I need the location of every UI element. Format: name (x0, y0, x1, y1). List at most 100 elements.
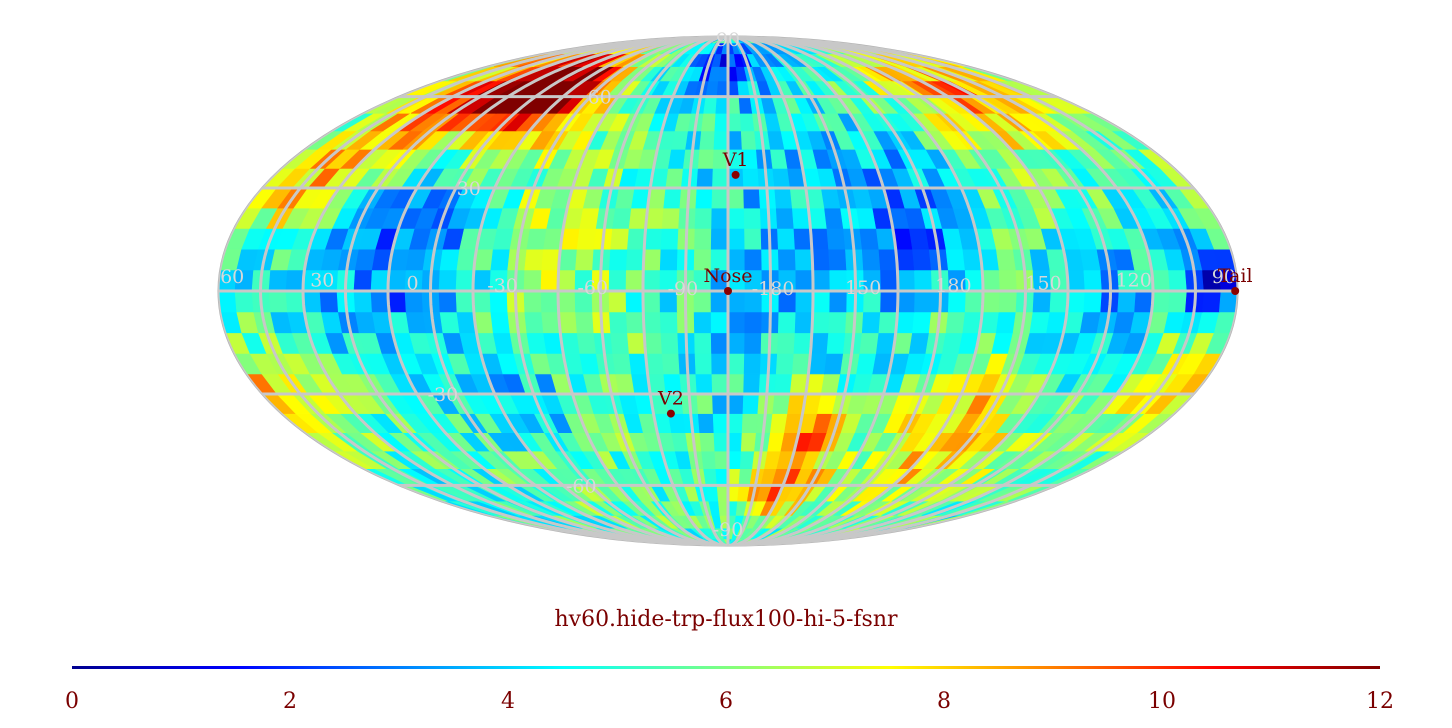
meridian-line (556, 36, 729, 546)
heatmap-cell (714, 450, 729, 470)
heatmap-cell (716, 485, 729, 502)
meridian-line (727, 36, 943, 546)
colorbar-tick-label: 10 (1148, 689, 1176, 714)
meridian-line (343, 36, 729, 546)
longitude-label: -30 (487, 275, 518, 297)
heatmap-cell (710, 228, 729, 250)
heatmap-cell (727, 311, 746, 334)
heatmap-cell (387, 269, 407, 292)
marker-label: Tail (1218, 265, 1253, 287)
meridian-line (727, 36, 815, 546)
heatmap-cell (712, 413, 729, 434)
heatmap-cell (793, 332, 813, 354)
heatmap-cell (727, 113, 742, 132)
heatmap-cell (439, 311, 461, 334)
heatmap-cell (711, 373, 729, 395)
heatmap-cell (627, 228, 646, 250)
colorbar-tick-label: 2 (283, 689, 297, 714)
heatmap-cell (715, 96, 729, 114)
longitude-label: 60 (220, 266, 244, 288)
heatmap-cell (727, 96, 741, 114)
heatmap-cell (794, 248, 814, 271)
heatmap-cell (387, 290, 407, 313)
meridian-line (727, 36, 985, 546)
heatmap-cell (609, 248, 628, 271)
colorbar-tick-label: 8 (937, 689, 951, 714)
heatmap-cell (713, 130, 729, 150)
longitude-label: -180 (752, 278, 795, 300)
heatmap-cell (575, 311, 595, 334)
colorbar-ticks: 0 2 4 6 8 10 12 (65, 689, 1394, 714)
heatmap-cell (826, 332, 846, 354)
latitude-label: -90 (713, 519, 744, 541)
heatmap-cell (914, 290, 933, 313)
heatmap-cell (524, 311, 544, 334)
heatmap-cell (575, 248, 595, 271)
heatmap-cell (694, 332, 712, 354)
heatmap-cell (995, 248, 1017, 271)
heatmap-cell (727, 468, 741, 486)
heatmap-cell (557, 290, 576, 313)
longitude-label: -60 (577, 277, 608, 299)
colorbar-tick-label: 4 (501, 689, 515, 714)
heatmap-cell (697, 413, 715, 434)
longitude-label: 150 (845, 277, 881, 299)
heatmap-cell (353, 269, 373, 292)
meridian-line (301, 36, 729, 546)
heatmap-cell (699, 432, 716, 452)
heatmap-cell (742, 168, 760, 189)
heatmap-cell (794, 311, 814, 334)
heatmap-cell (540, 269, 559, 292)
heatmap-cell (912, 248, 932, 271)
heatmap-cell (625, 248, 645, 271)
heatmap-cell (703, 96, 718, 114)
heatmap-cell (811, 311, 831, 334)
heatmap-cell (727, 353, 745, 375)
meridian-line (513, 36, 729, 546)
heatmap-cell (727, 130, 743, 150)
heatmap-cell (714, 113, 729, 132)
heatmap-cell (711, 353, 729, 375)
heatmap-cell (775, 207, 795, 229)
heatmap-cell (697, 149, 715, 169)
heatmap-cell (643, 332, 663, 354)
heatmap-cell (828, 311, 847, 334)
heatmap-cell (1066, 269, 1086, 292)
marker-label: V2 (657, 388, 684, 410)
heatmap-cell (811, 248, 831, 271)
heatmap-cell (998, 269, 1018, 292)
heatmap-cell (710, 290, 729, 313)
markers: V1 Nose V2 Tail (657, 149, 1253, 418)
meridian-line (727, 36, 1070, 546)
heatmap-cell (665, 168, 684, 189)
longitude-label: 150 (1025, 273, 1061, 295)
heatmap-cell (914, 269, 933, 292)
heatmap-cell (743, 373, 761, 395)
heatmap-cell (795, 290, 814, 313)
heatmap-cell (557, 269, 576, 292)
heatmap-cell (439, 248, 461, 271)
heatmap-cell (642, 248, 662, 271)
heatmap-cell (438, 269, 458, 292)
meridian-line (641, 36, 729, 546)
colorbar-tick-label: 12 (1366, 689, 1394, 714)
heatmap-cell (370, 269, 390, 292)
heatmap-cell (739, 450, 755, 470)
heatmap-cell (1083, 269, 1103, 292)
meridian-line (727, 36, 1113, 546)
heatmap-cell (625, 311, 645, 334)
heatmap-cell (268, 269, 288, 292)
heatmap-cell (727, 413, 744, 434)
meridian-line (471, 36, 729, 546)
latitude-label: -60 (566, 475, 597, 497)
heatmap-cell (661, 353, 681, 375)
heatmap-cell (695, 187, 713, 209)
meridian-line (727, 36, 900, 546)
heatmap-cell (405, 248, 427, 271)
heatmap-cell (727, 332, 746, 354)
heatmap-cell (727, 432, 743, 452)
colorbar-tick-label: 6 (719, 689, 733, 714)
heatmap-cell (353, 290, 373, 313)
longitude-label: 180 (935, 275, 971, 297)
